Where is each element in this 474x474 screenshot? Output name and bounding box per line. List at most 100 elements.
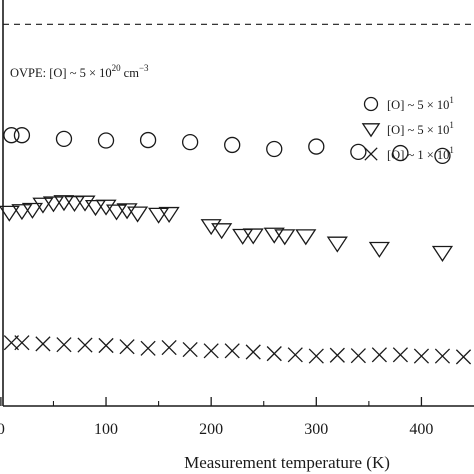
- legend-text-x: [O] ~ 1 × 10: [387, 148, 449, 162]
- data-point-triangle-down-2: [21, 202, 44, 219]
- data-point-x-9-stroke-b: [182, 341, 198, 358]
- data-point-circle-2: [55, 130, 73, 148]
- data-point-x-20: [413, 348, 430, 364]
- data-point-x-4: [77, 337, 93, 353]
- data-point-x-5: [98, 337, 114, 354]
- data-point-x-0: [3, 335, 19, 351]
- data-point-circle-9: [350, 143, 367, 160]
- data-point-triangle-down-3: [32, 197, 54, 214]
- data-point-x-1: [14, 335, 30, 351]
- data-point-triangle-down-11: [116, 203, 138, 220]
- data-point-x-16: [329, 347, 345, 363]
- data-point-x-18-stroke-b: [371, 347, 387, 363]
- legend-text-triangle-down: [O] ~ 5 × 10: [387, 123, 449, 137]
- data-point-triangle-down-10: [105, 204, 128, 221]
- data-point-triangle-down-21: [295, 229, 317, 246]
- data-point-circle-0: [3, 127, 20, 144]
- data-point-x-8-stroke-b: [161, 339, 177, 356]
- data-point-triangle-down-0: [0, 205, 20, 222]
- data-point-x-7: [140, 340, 156, 356]
- data-point-x-4-stroke-b: [77, 337, 93, 353]
- data-point-x-0-stroke-b: [3, 335, 19, 351]
- data-point-triangle-down-13: [148, 207, 170, 224]
- x-tick-label-300: 300: [304, 421, 328, 438]
- legend-marker-triangle-down: [361, 123, 381, 138]
- data-point-circle-4: [139, 131, 157, 149]
- data-point-triangle-down-6: [63, 195, 86, 213]
- x-tick-label-100: 100: [94, 421, 118, 438]
- data-point-triangle-down-4: [42, 196, 65, 213]
- data-point-x-9: [182, 341, 198, 358]
- data-point-x-13-stroke-b: [266, 346, 282, 362]
- data-point-x-22: [455, 349, 472, 365]
- data-point-x-7-stroke-b: [140, 340, 156, 356]
- data-point-triangle-down-15: [200, 219, 222, 236]
- data-point-x-19: [392, 347, 408, 363]
- data-point-triangle-down-16: [211, 223, 233, 240]
- reference-line-label: OVPE: [O] ~ 5 × 1020 cm−3: [10, 63, 149, 80]
- data-point-triangle-down-1: [11, 204, 33, 221]
- data-point-x-20-stroke-b: [413, 348, 430, 364]
- data-point-x-1-stroke-b: [14, 335, 30, 351]
- legend-sup-triangle-down: 1: [449, 120, 454, 130]
- data-point-x-6-stroke-b: [119, 339, 135, 355]
- legend: [O] ~ 5 × 101[O] ~ 5 × 101[O] ~ 1 × 101: [361, 95, 454, 162]
- data-point-x-15-stroke-b: [308, 348, 324, 364]
- data-point-x-12-stroke-b: [245, 344, 261, 360]
- data-point-x-2: [35, 336, 51, 352]
- legend-marker-x-stroke-b: [364, 147, 378, 161]
- data-point-triangle-down-18: [242, 228, 264, 245]
- data-point-circle-5: [181, 133, 199, 151]
- data-point-x-10: [203, 343, 219, 359]
- legend-marker-circle: [363, 96, 379, 112]
- data-point-circle-8: [308, 138, 325, 155]
- data-point-x-18: [371, 347, 387, 363]
- legend-label-x: [O] ~ 1 × 101: [387, 145, 454, 162]
- data-point-x-11-stroke-b: [224, 343, 240, 359]
- data-point-triangle-down-5: [53, 195, 75, 212]
- data-point-x-21-stroke-b: [434, 348, 451, 364]
- data-point-x-17: [350, 348, 366, 364]
- data-point-x-22-stroke-b: [455, 349, 472, 365]
- data-point-x-8: [161, 339, 177, 356]
- data-point-x-10-stroke-b: [203, 343, 219, 359]
- series-circle: [3, 127, 451, 165]
- data-point-x-12: [245, 344, 261, 360]
- data-point-circle-3: [97, 132, 115, 149]
- data-point-triangle-down-20: [274, 229, 296, 246]
- legend-marker-x: [364, 147, 378, 161]
- data-point-triangle-down-7: [74, 195, 96, 212]
- data-point-triangle-down-12: [126, 206, 149, 223]
- data-point-x-16-stroke-b: [329, 347, 345, 363]
- series-triangle-down: [0, 195, 454, 262]
- data-point-circle-7: [266, 140, 283, 158]
- x-tick-label-400: 400: [409, 421, 433, 438]
- data-point-circle-11: [434, 147, 451, 165]
- data-point-triangle-down-22: [326, 236, 348, 253]
- legend-label-circle: [O] ~ 5 × 101: [387, 95, 454, 112]
- data-point-x-3-stroke-b: [56, 337, 72, 353]
- plot-area: 0 100 200 300 400: [0, 0, 474, 438]
- legend-sup-x: 1: [449, 145, 454, 155]
- data-point-x-19-stroke-b: [392, 347, 408, 363]
- data-point-circle-1: [13, 127, 31, 144]
- data-point-triangle-down-23: [368, 241, 390, 258]
- data-point-triangle-down-8: [84, 200, 107, 217]
- data-point-x-2-stroke-b: [35, 336, 51, 352]
- data-point-circle-10: [392, 144, 409, 162]
- series-x: [3, 335, 472, 365]
- legend-sup-circle: 1: [449, 95, 454, 105]
- data-point-triangle-down-9: [95, 199, 117, 216]
- data-point-x-17-stroke-b: [350, 348, 366, 364]
- data-point-triangle-down-17: [232, 228, 254, 245]
- legend-label-triangle-down: [O] ~ 5 × 101: [387, 120, 454, 137]
- data-point-x-3: [56, 337, 72, 353]
- data-point-triangle-down-14: [158, 206, 180, 223]
- data-point-x-6: [119, 339, 135, 355]
- data-point-x-13: [266, 346, 282, 362]
- data-point-x-14-stroke-b: [287, 347, 303, 363]
- data-point-circle-6: [224, 136, 241, 154]
- x-tick-label-0: 0: [0, 421, 5, 438]
- series-layer: [0, 127, 472, 365]
